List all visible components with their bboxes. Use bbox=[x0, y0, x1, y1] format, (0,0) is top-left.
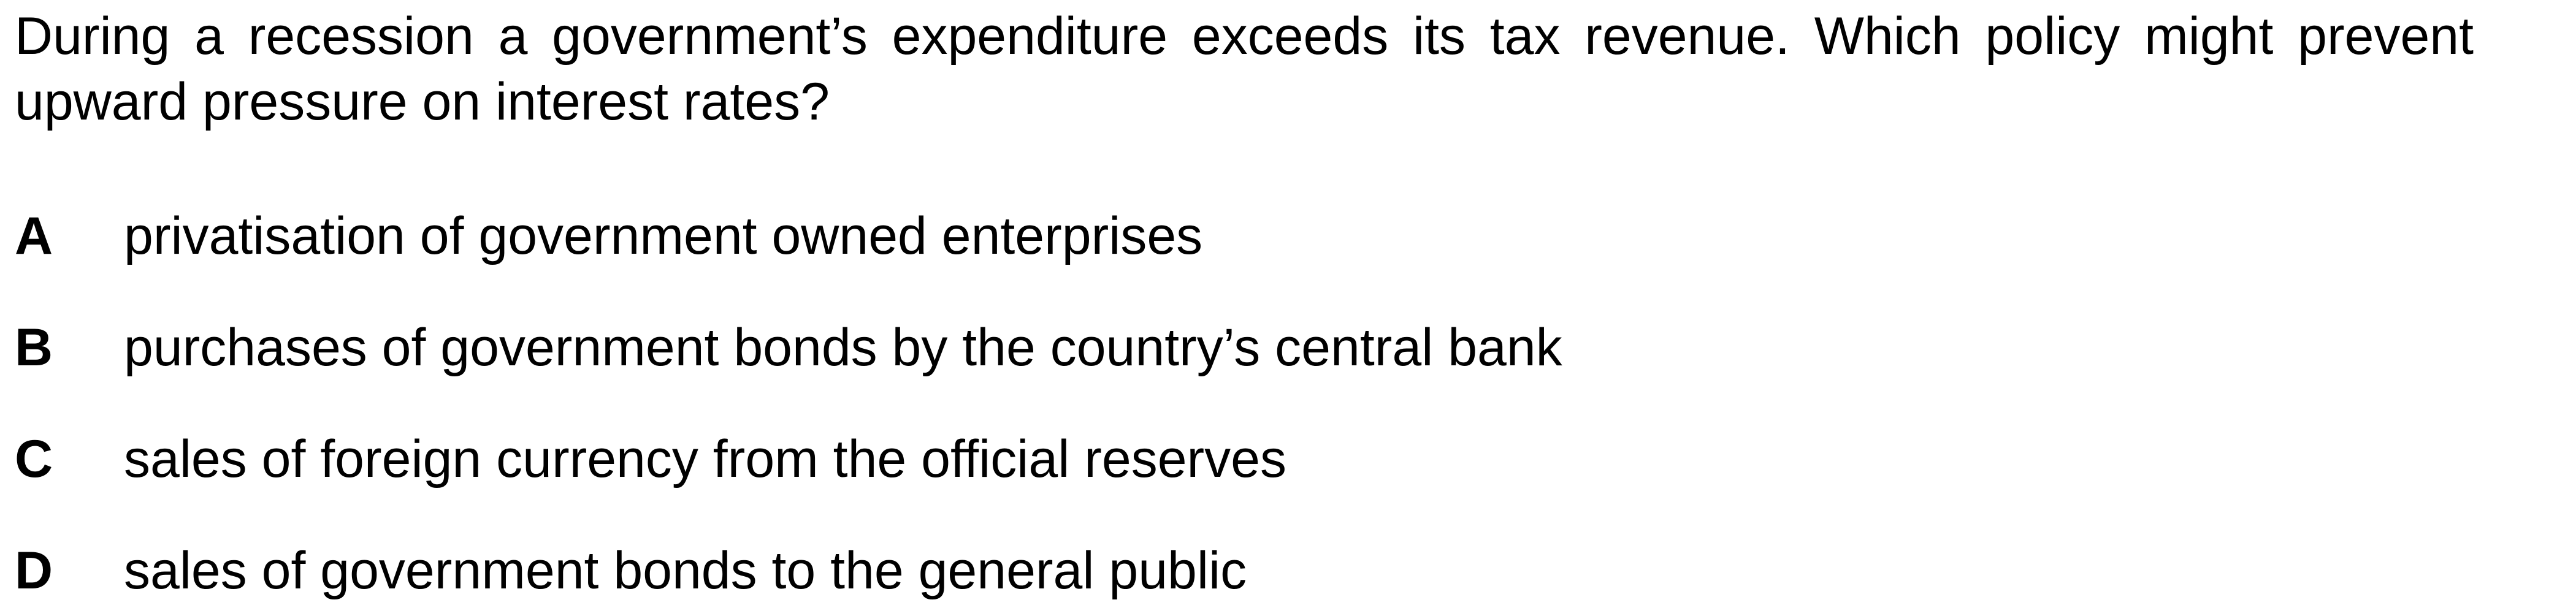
option-text: sales of foreign currency from the offic… bbox=[124, 429, 1286, 489]
answer-option-b[interactable]: B purchases of government bonds by the c… bbox=[15, 314, 1562, 381]
option-letter: C bbox=[15, 429, 53, 489]
option-text: purchases of government bonds by the cou… bbox=[124, 318, 1562, 377]
option-text: privatisation of government owned enterp… bbox=[124, 206, 1203, 265]
option-letter: A bbox=[15, 206, 53, 265]
answer-option-a[interactable]: A privatisation of government owned ente… bbox=[15, 202, 1202, 270]
answer-option-d[interactable]: D sales of government bonds to the gener… bbox=[15, 537, 1247, 604]
option-letter: B bbox=[15, 318, 53, 377]
question-text: During a recession a government’s expend… bbox=[15, 7, 2474, 131]
option-letter: D bbox=[15, 541, 53, 600]
answer-option-c[interactable]: C sales of foreign currency from the off… bbox=[15, 425, 1286, 493]
option-text: sales of government bonds to the general… bbox=[124, 541, 1247, 600]
